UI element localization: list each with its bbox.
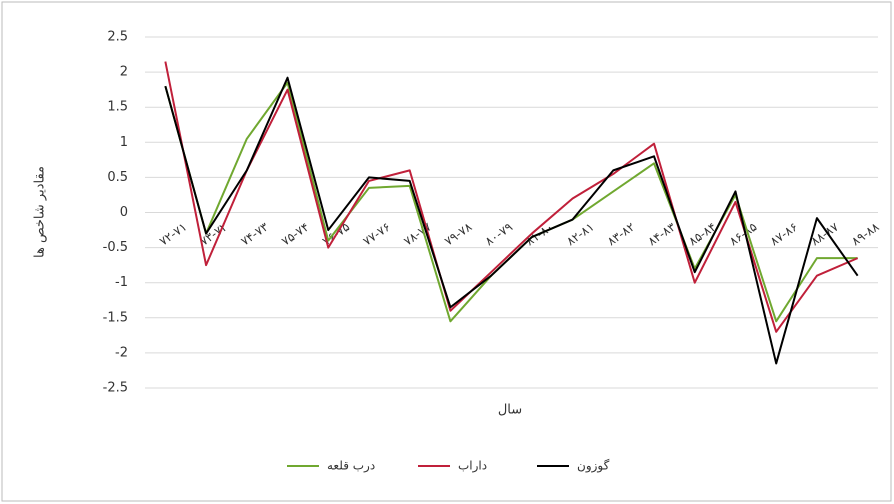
y-tick-label: -1 <box>115 275 128 290</box>
y-tick-label: 0.5 <box>107 170 128 185</box>
legend-label: گوزون <box>577 459 610 474</box>
series-line <box>164 76 859 365</box>
legend-label: داراب <box>458 459 487 474</box>
y-tick-label: -2 <box>115 345 128 360</box>
y-axis-title: مقادیر شاخص ها <box>33 166 48 258</box>
y-tick-label: 2.5 <box>107 30 128 45</box>
y-tick-label: 1.5 <box>107 100 128 115</box>
x-axis-title: سال <box>498 403 522 418</box>
legend-label: درب قلعه <box>327 459 375 474</box>
y-tick-label: -1.5 <box>103 310 128 325</box>
y-tick-label: -2.5 <box>103 381 128 396</box>
y-tick-label: -0.5 <box>103 240 128 255</box>
y-tick-label: 0 <box>120 205 128 220</box>
y-tick-label: 2 <box>120 65 128 80</box>
y-tick-label: 1 <box>120 135 128 150</box>
